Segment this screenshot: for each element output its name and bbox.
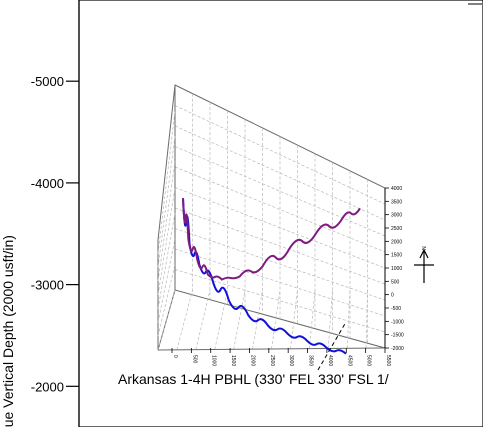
series-group: [182, 198, 361, 355]
side-grid: [157, 213, 176, 309]
bottom-tick-label: 0: [172, 355, 178, 358]
side-grid: [157, 264, 176, 337]
bottom-axis: 0 500 1000 1500 2000 2500 3000 3500 4000 4500 5000…: [171, 348, 391, 366]
floor-grid: [290, 289, 298, 349]
right-tick-label: 500: [391, 279, 400, 285]
y-tick-label: -4000: [31, 176, 64, 191]
y-tick-label: -2000: [31, 379, 64, 394]
right-tick-label: -1000: [391, 319, 404, 325]
bottom-tick-label: 2500: [269, 355, 275, 366]
y-axis: -5000 -4000 -3000 -2000: [31, 0, 80, 427]
pbhl-leader: [317, 321, 347, 371]
side-grid: [157, 238, 176, 323]
bottom-tick-label: 5000: [366, 355, 372, 366]
back-grid-h: [174, 269, 386, 333]
back-grid-h: [174, 187, 386, 269]
plot-frame: [78, 0, 483, 427]
back-grid-h: [174, 248, 386, 317]
bottom-tick-label: 1000: [211, 355, 217, 366]
floor-grid: [157, 289, 176, 351]
bottom-tick-label: 4000: [327, 355, 333, 366]
pbhl-annotation: Arkansas 1-4H PBHL (330' FEL 330' FSL 1/: [118, 371, 389, 387]
side-grid: [157, 136, 176, 268]
back-grid-h: [174, 228, 386, 301]
y-axis-label: True Vertical Depth (2000 usft/in): [0, 235, 16, 427]
floor-grid: [195, 289, 211, 350]
floor-grid: [176, 289, 193, 350]
bottom-tick-label: 500: [191, 355, 197, 364]
floor-grid: [308, 289, 316, 349]
right-tick-label: -500: [391, 306, 401, 312]
floor-grid: [214, 289, 228, 350]
right-tick-label: -2000: [391, 346, 404, 352]
bottom-tick-label: 2000: [249, 355, 255, 366]
right-tick-label: 2500: [391, 226, 402, 232]
right-tick-label: -1500: [391, 333, 404, 339]
right-tick-label: 0: [391, 293, 394, 299]
bottom-tick-label: 3000: [288, 355, 294, 366]
y-tick-label: -5000: [31, 74, 64, 89]
right-tick-label: 1000: [391, 266, 402, 272]
floor-grid: [327, 289, 333, 349]
wellbore-purple-path: [182, 198, 361, 281]
back-grid-h: [174, 146, 386, 237]
bottom-tick-label: 3500: [308, 355, 314, 366]
north-arrow-icon: N: [414, 246, 434, 283]
right-tick-label: 3500: [391, 199, 402, 205]
svg-text:N: N: [422, 246, 428, 250]
bottom-tick-label: 1500: [230, 355, 236, 366]
back-grid-h: [174, 105, 386, 205]
right-tick-label: 4000: [391, 186, 402, 192]
right-axis: 4000 3500 3000 2500 2000 1500 1000 500 0 -500 -100…: [384, 186, 404, 352]
box-3d: [157, 84, 386, 351]
floor-grid: [233, 289, 246, 350]
floor-grid: [346, 289, 351, 349]
side-grid: [157, 110, 176, 254]
right-tick-label: 1500: [391, 253, 402, 259]
side-grid: [157, 187, 176, 296]
right-tick-label: 3000: [391, 213, 402, 219]
back-grid-h: [174, 125, 386, 221]
bottom-tick-label: 5500: [385, 355, 391, 366]
floor-front-edge: [157, 347, 386, 351]
bottom-tick-label: 4500: [346, 355, 352, 366]
y-tick-label: -3000: [31, 278, 64, 293]
side-grid: [157, 161, 176, 282]
right-tick-label: 2000: [391, 239, 402, 245]
back-grid-h: [174, 207, 386, 285]
back-grid-h: [174, 166, 386, 253]
